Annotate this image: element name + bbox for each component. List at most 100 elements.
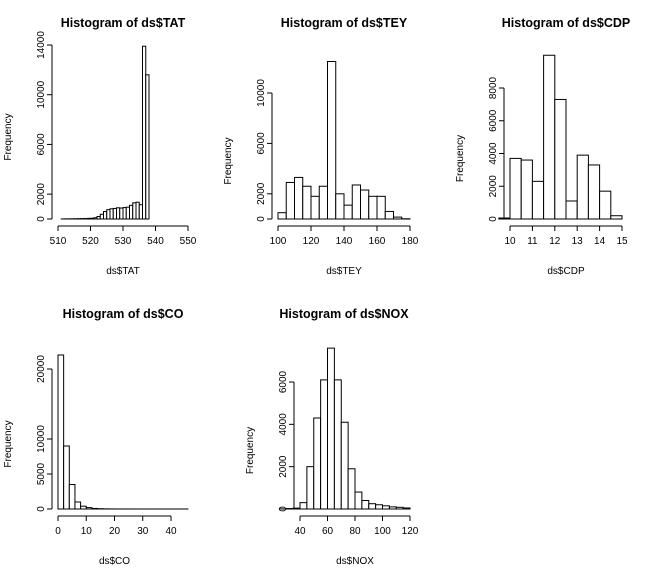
histogram-bar [394, 217, 402, 219]
histogram-bar [376, 505, 383, 509]
x-tick-label: 14 [594, 236, 606, 247]
y-tick-label: 14000 [36, 31, 47, 59]
x-tick-label: 40 [294, 526, 306, 537]
y-axis-label: Frequency [223, 137, 234, 184]
histogram-bar [403, 508, 410, 509]
histogram-bar [86, 508, 92, 509]
histogram-bar [92, 508, 98, 509]
x-tick-label: 0 [55, 526, 61, 537]
x-axis-label: ds$TEY [326, 266, 362, 277]
histogram-bar [577, 155, 588, 219]
histogram-bar [361, 190, 369, 219]
histogram-bar [544, 55, 555, 219]
y-tick-label: 0 [488, 216, 499, 222]
x-tick-label: 120 [303, 236, 320, 247]
x-tick-label: 80 [349, 526, 361, 537]
x-tick-label: 15 [616, 236, 628, 247]
histogram-bar [566, 201, 577, 219]
histogram-bar [328, 348, 335, 509]
histogram-bar [352, 185, 360, 219]
x-axis-label: ds$TAT [106, 266, 140, 277]
x-axis-label: ds$NOX [336, 556, 374, 567]
histogram-bar [75, 502, 81, 509]
y-tick-label: 0 [36, 506, 47, 512]
y-tick-label: 2000 [256, 182, 267, 205]
y-tick-label: 0 [278, 506, 289, 512]
y-axis-label: Frequency [3, 113, 14, 160]
histogram-bar [303, 186, 311, 219]
histogram-bar [348, 469, 355, 509]
y-tick-label: 6000 [256, 132, 267, 155]
y-tick-label: 2000 [488, 175, 499, 198]
histogram-bar [521, 160, 532, 219]
histogram-bar [369, 504, 376, 509]
histogram-bar [81, 506, 87, 509]
histogram-panel-4: Histogram of ds$NOX 40 60 80 100 120 0 2000 4000… [245, 307, 419, 567]
chart-title: Histogram of ds$TEY [281, 16, 408, 30]
x-axis-label: ds$CDP [547, 266, 585, 277]
histogram-bar [64, 446, 70, 509]
histogram-bar [286, 182, 294, 219]
y-axis-label: Frequency [245, 427, 256, 474]
x-tick-label: 30 [137, 526, 149, 537]
histogram-bar [510, 158, 521, 219]
y-tick-label: 5000 [36, 462, 47, 485]
y-tick-label: 6000 [36, 133, 47, 156]
x-tick-label: 550 [180, 236, 197, 247]
y-axis-label: Frequency [3, 420, 14, 467]
histogram-bar [336, 194, 344, 219]
y-tick-label: 2000 [278, 455, 289, 478]
histogram-bar [278, 213, 286, 219]
histogram-bar [389, 507, 396, 509]
y-tick-label: 8000 [488, 76, 499, 99]
y-tick-label: 4000 [488, 142, 499, 165]
x-tick-label: 520 [82, 236, 99, 247]
y-tick-label: 6000 [278, 370, 289, 393]
x-tick-label: 20 [109, 526, 121, 537]
histogram-bar [334, 380, 341, 509]
histogram-bar [385, 211, 393, 219]
y-tick-label: 20000 [36, 355, 47, 383]
x-tick-label: 11 [527, 236, 538, 247]
chart-title: Histogram of ds$TAT [61, 16, 186, 30]
x-tick-label: 120 [402, 526, 419, 537]
y-tick-label: 10000 [256, 79, 267, 107]
histogram-bar [588, 165, 599, 219]
x-tick-label: 140 [336, 236, 353, 247]
x-tick-label: 540 [147, 236, 164, 247]
y-axis-label: Frequency [455, 135, 466, 182]
y-tick-label: 2000 [36, 183, 47, 206]
x-tick-label: 60 [322, 526, 334, 537]
histogram-bar [319, 186, 327, 219]
histogram-bar [328, 62, 336, 220]
y-tick-label: 6000 [488, 109, 499, 132]
y-tick-label: 0 [256, 216, 267, 222]
histogram-bar [369, 196, 377, 219]
y-tick-label: 4000 [278, 413, 289, 436]
x-tick-label: 40 [165, 526, 177, 537]
x-tick-label: 180 [402, 236, 419, 247]
histogram-bar [355, 492, 362, 509]
x-tick-label: 12 [549, 236, 561, 247]
chart-title: Histogram of ds$NOX [279, 307, 409, 321]
x-tick-label: 100 [374, 526, 391, 537]
histogram-bar [396, 507, 403, 509]
histogram-bar [611, 216, 622, 219]
histogram-bar [295, 177, 303, 219]
histogram-bar [532, 181, 543, 219]
histogram-bar [377, 196, 385, 219]
chart-title: Histogram of ds$CO [63, 307, 184, 321]
histogram-bar [311, 196, 319, 219]
histogram-bar [344, 205, 352, 219]
x-tick-label: 510 [50, 236, 67, 247]
x-tick-label: 10 [81, 526, 93, 537]
histogram-bar [69, 485, 75, 510]
histogram-bar [383, 506, 390, 509]
histogram-bar [146, 75, 149, 219]
